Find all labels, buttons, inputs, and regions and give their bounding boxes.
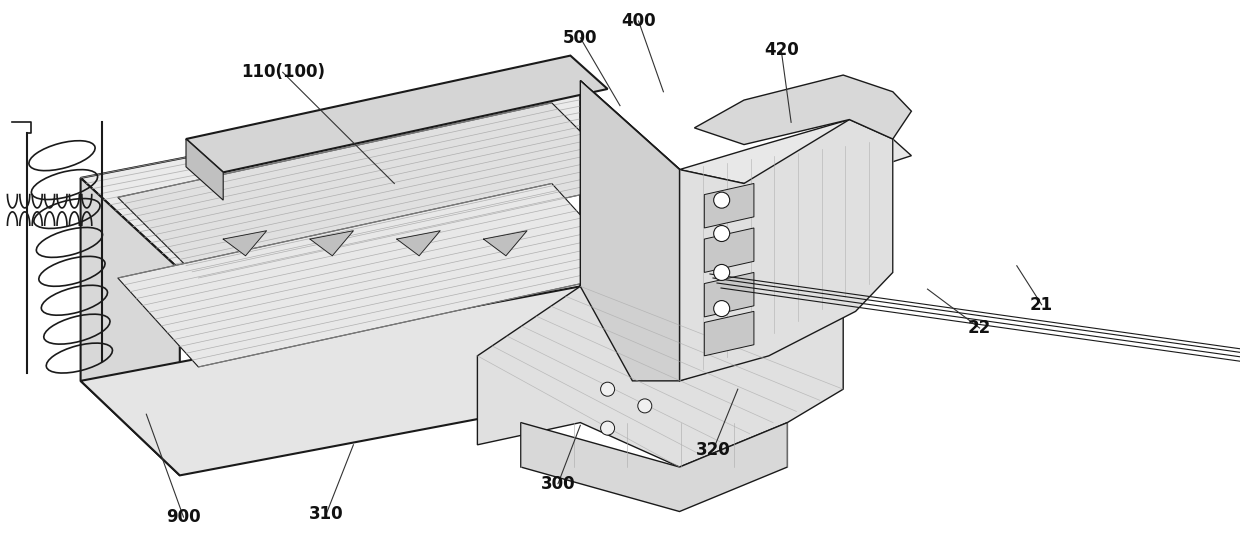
- Circle shape: [714, 301, 729, 316]
- Text: 500: 500: [563, 29, 598, 47]
- Text: 300: 300: [541, 475, 575, 493]
- Polygon shape: [704, 183, 754, 228]
- Circle shape: [714, 226, 729, 241]
- Polygon shape: [704, 311, 754, 356]
- Circle shape: [714, 265, 729, 280]
- Circle shape: [714, 192, 729, 208]
- Text: 310: 310: [309, 505, 343, 523]
- Text: 900: 900: [166, 508, 201, 526]
- Polygon shape: [81, 286, 680, 475]
- Polygon shape: [484, 231, 527, 256]
- Circle shape: [600, 382, 615, 396]
- Polygon shape: [81, 178, 180, 475]
- Polygon shape: [186, 56, 608, 172]
- Polygon shape: [521, 423, 787, 512]
- Polygon shape: [580, 81, 911, 183]
- Polygon shape: [186, 139, 223, 200]
- Polygon shape: [81, 81, 680, 270]
- Text: 320: 320: [696, 441, 730, 459]
- Polygon shape: [680, 120, 893, 381]
- Text: 21: 21: [1030, 296, 1053, 314]
- Polygon shape: [580, 81, 680, 381]
- Polygon shape: [704, 272, 754, 317]
- Polygon shape: [310, 231, 353, 256]
- Polygon shape: [704, 228, 754, 272]
- Text: 400: 400: [621, 12, 656, 30]
- Polygon shape: [118, 183, 632, 367]
- Polygon shape: [397, 231, 440, 256]
- Circle shape: [637, 399, 652, 413]
- Polygon shape: [580, 81, 680, 381]
- Polygon shape: [118, 103, 632, 278]
- Polygon shape: [223, 231, 267, 256]
- Circle shape: [600, 421, 615, 435]
- Polygon shape: [477, 286, 843, 467]
- Polygon shape: [694, 75, 911, 145]
- Text: 110(100): 110(100): [241, 63, 325, 81]
- Text: 22: 22: [968, 319, 991, 337]
- Text: 420: 420: [764, 41, 799, 59]
